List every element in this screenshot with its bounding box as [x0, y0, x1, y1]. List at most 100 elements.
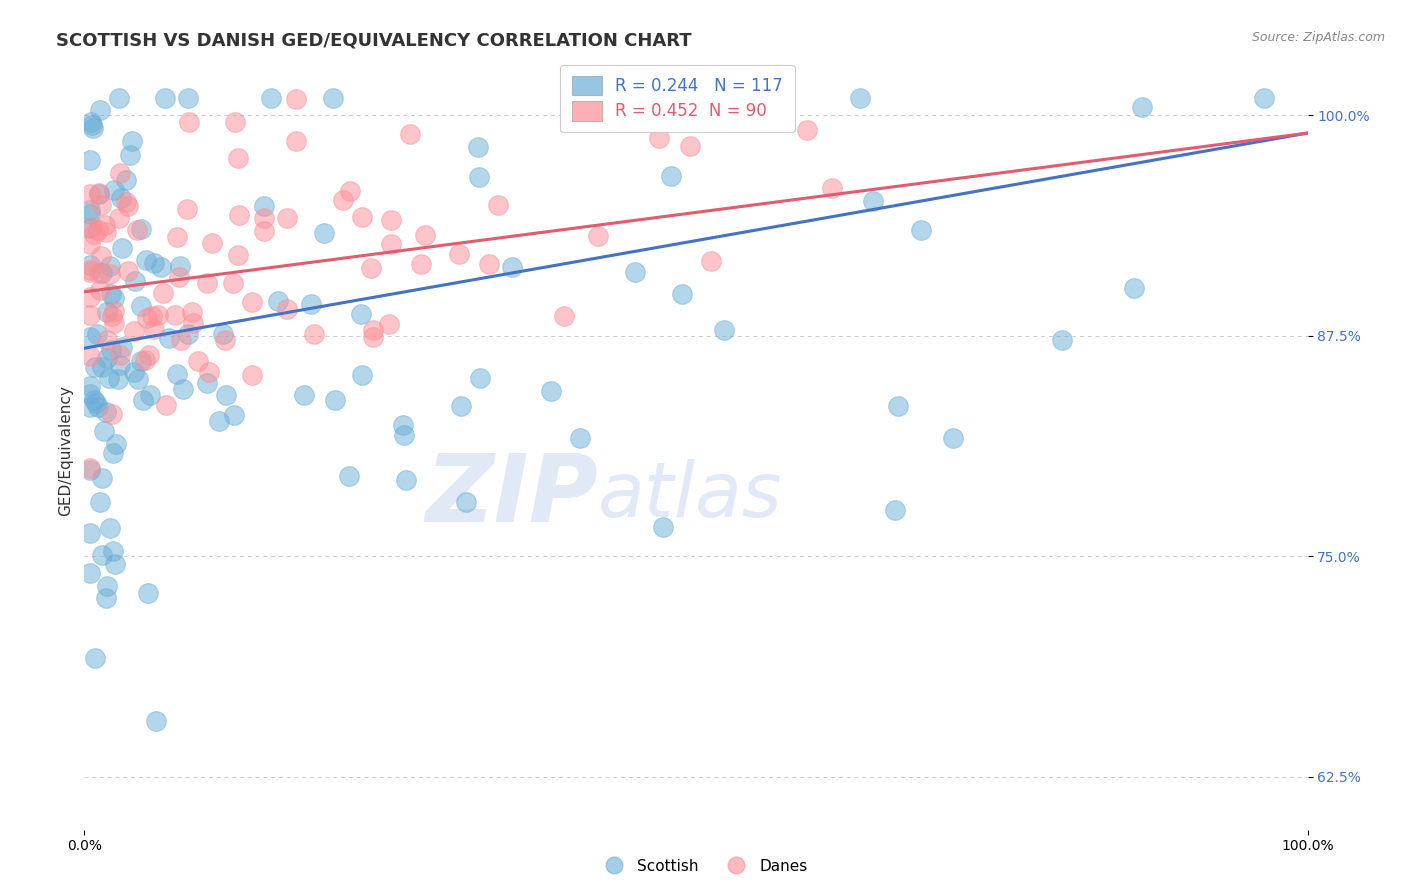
Point	[79, 187, 101, 202]
Point	[103, 304, 125, 318]
Point	[322, 91, 344, 105]
Point	[110, 358, 132, 372]
Point	[94, 225, 117, 239]
Point	[138, 348, 160, 362]
Point	[569, 431, 592, 445]
Point	[89, 495, 111, 509]
Point	[104, 437, 127, 451]
Point	[392, 427, 415, 442]
Point	[122, 324, 145, 338]
Point	[79, 262, 101, 277]
Point	[90, 249, 112, 263]
Point	[292, 388, 315, 402]
Point	[910, 223, 932, 237]
Point	[89, 266, 111, 280]
Point	[380, 213, 402, 227]
Point	[79, 387, 101, 401]
Point	[200, 236, 222, 251]
Point	[187, 354, 209, 368]
Point	[486, 198, 509, 212]
Point	[1130, 100, 1153, 114]
Point	[413, 228, 436, 243]
Point	[127, 223, 149, 237]
Point	[170, 334, 193, 348]
Point	[468, 371, 491, 385]
Point	[79, 221, 101, 235]
Point	[228, 151, 250, 165]
Point	[87, 223, 110, 237]
Text: SCOTTISH VS DANISH GED/EQUIVALENCY CORRELATION CHART: SCOTTISH VS DANISH GED/EQUIVALENCY CORRE…	[56, 31, 692, 49]
Text: ZIP: ZIP	[425, 450, 598, 542]
Point	[1253, 91, 1275, 105]
Point	[166, 229, 188, 244]
Point	[350, 307, 373, 321]
Point	[454, 495, 477, 509]
Point	[80, 115, 103, 129]
Point	[1122, 280, 1144, 294]
Point	[378, 317, 401, 331]
Point	[332, 194, 354, 208]
Point	[395, 473, 418, 487]
Point	[157, 331, 180, 345]
Point	[942, 431, 965, 445]
Point	[79, 236, 101, 251]
Point	[215, 388, 238, 402]
Point	[96, 351, 118, 365]
Point	[129, 299, 152, 313]
Point	[117, 264, 139, 278]
Point	[131, 393, 153, 408]
Point	[108, 166, 131, 180]
Point	[79, 460, 101, 475]
Point	[145, 714, 167, 728]
Point	[181, 305, 204, 319]
Point	[240, 368, 263, 383]
Point	[675, 91, 697, 105]
Point	[111, 241, 134, 255]
Point	[350, 210, 373, 224]
Point	[253, 211, 276, 226]
Point	[468, 169, 491, 184]
Legend: R = 0.244   N = 117, R = 0.452  N = 90: R = 0.244 N = 117, R = 0.452 N = 90	[561, 64, 794, 132]
Point	[360, 261, 382, 276]
Point	[713, 323, 735, 337]
Point	[136, 311, 159, 326]
Point	[887, 399, 910, 413]
Point	[134, 352, 156, 367]
Point	[624, 108, 647, 122]
Point	[150, 260, 173, 274]
Point	[79, 525, 101, 540]
Point	[103, 183, 125, 197]
Point	[146, 308, 169, 322]
Point	[167, 269, 190, 284]
Point	[98, 521, 121, 535]
Point	[79, 566, 101, 580]
Point	[821, 181, 844, 195]
Point	[478, 257, 501, 271]
Point	[101, 407, 124, 421]
Point	[108, 91, 131, 105]
Point	[409, 257, 432, 271]
Point	[97, 371, 120, 385]
Point	[222, 408, 245, 422]
Point	[93, 424, 115, 438]
Point	[276, 301, 298, 316]
Point	[172, 382, 194, 396]
Point	[121, 134, 143, 148]
Point	[143, 322, 166, 336]
Legend: Scottish, Danes: Scottish, Danes	[592, 853, 814, 880]
Point	[339, 469, 361, 483]
Point	[361, 323, 384, 337]
Point	[79, 350, 101, 364]
Point	[87, 186, 110, 200]
Point	[195, 376, 218, 390]
Point	[447, 247, 470, 261]
Point	[108, 211, 131, 225]
Point	[135, 253, 157, 268]
Point	[169, 260, 191, 274]
Point	[108, 348, 131, 362]
Point	[87, 401, 110, 415]
Point	[94, 405, 117, 419]
Point	[884, 503, 907, 517]
Point	[276, 211, 298, 225]
Point	[176, 202, 198, 216]
